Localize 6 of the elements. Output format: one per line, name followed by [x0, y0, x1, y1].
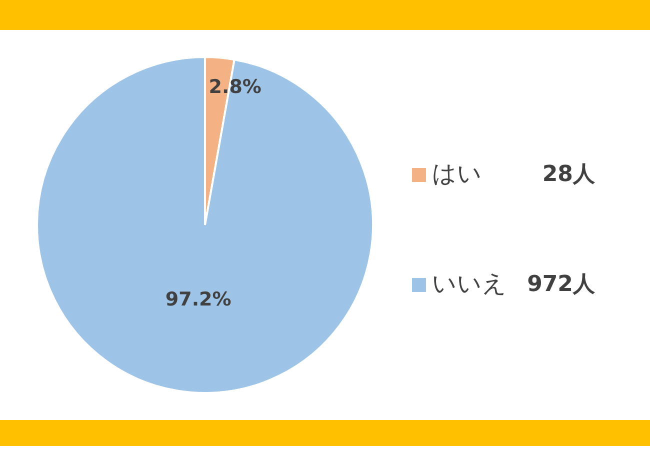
legend-label: いいえ — [432, 270, 507, 298]
pie-slice — [36, 56, 374, 394]
text: 972人 — [527, 272, 596, 298]
text: 28人 — [542, 162, 596, 188]
legend-label: はい — [432, 160, 482, 188]
data-label: 97.2% — [165, 288, 232, 311]
